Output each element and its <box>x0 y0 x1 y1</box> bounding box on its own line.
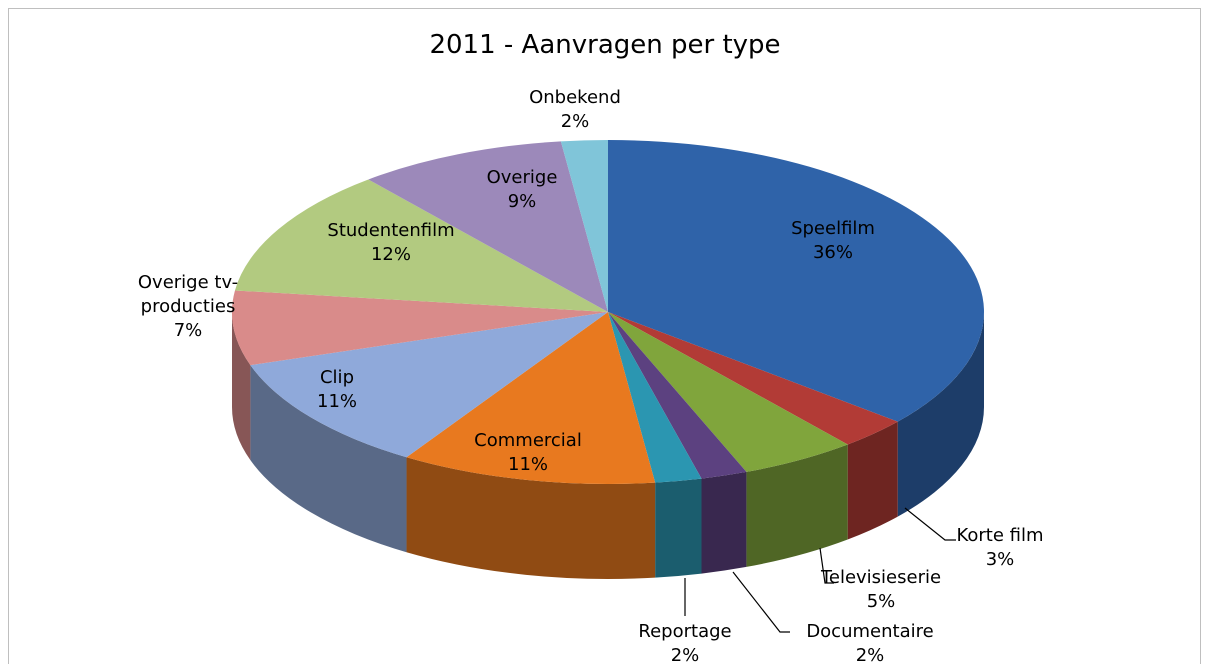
data-label: Onbekend 2% <box>529 86 621 134</box>
category-label: Televisieserie <box>820 567 942 588</box>
leader-line <box>732 571 790 633</box>
slice-side <box>847 421 898 540</box>
data-label: Commercial 11% <box>474 429 582 477</box>
slice <box>250 312 608 458</box>
slice-side <box>232 312 251 461</box>
leader-line <box>819 547 834 584</box>
value-label: 36% <box>812 242 853 263</box>
slice <box>560 140 608 312</box>
data-label: Reportage 2% <box>638 620 731 664</box>
data-label: Speelfilm 36% <box>791 217 875 265</box>
walls <box>232 312 984 580</box>
category-label: Reportage <box>638 621 732 642</box>
slice <box>608 312 848 472</box>
slice-side <box>746 444 848 567</box>
category-label: Commercial <box>474 430 582 451</box>
data-label: Korte film 3% <box>956 524 1043 572</box>
slice <box>232 290 608 366</box>
value-label: 7% <box>173 320 203 341</box>
slice <box>608 312 898 445</box>
category-label: Speelfilm <box>791 218 875 239</box>
category-label: Korte film <box>956 525 1044 546</box>
category-label: Overige <box>486 167 558 188</box>
value-label: 2% <box>560 111 590 132</box>
slice <box>608 312 702 483</box>
slice <box>406 312 656 485</box>
value-label: 9% <box>507 191 537 212</box>
value-label: 3% <box>985 549 1015 570</box>
value-label: 11% <box>316 391 358 412</box>
chart-frame <box>8 8 1201 664</box>
slice <box>368 141 608 312</box>
value-label: 2% <box>670 645 700 664</box>
slice <box>608 140 985 422</box>
value-label: 5% <box>866 591 896 612</box>
data-label: Overige 9% <box>487 166 558 214</box>
slice-side <box>701 471 747 574</box>
leader-lines <box>684 507 956 633</box>
data-label: Overige tv-producties 7% <box>126 271 251 343</box>
data-label: Studentenfilm 12% <box>327 219 454 267</box>
data-label: Documentaire 2% <box>806 620 933 664</box>
value-label: 11% <box>507 454 549 475</box>
category-label: Studentenfilm <box>327 220 455 241</box>
slice-side <box>655 478 702 578</box>
category-label: Clip <box>319 367 354 388</box>
tops <box>232 140 985 485</box>
slice-side <box>406 457 656 580</box>
slice-side <box>250 365 407 553</box>
data-label: Televisieserie 5% <box>821 566 941 614</box>
slice <box>608 312 747 479</box>
chart-title: 2011 - Aanvragen per type <box>429 30 781 60</box>
category-label: Documentaire <box>806 621 934 642</box>
leader-line <box>904 507 956 541</box>
category-label: Onbekend <box>529 87 621 108</box>
value-label: 12% <box>370 244 411 265</box>
category-label: Overige tv-producties <box>137 272 239 317</box>
value-label: 2% <box>855 645 885 664</box>
slice-side <box>897 312 984 517</box>
slice <box>234 179 608 312</box>
data-label: Clip 11% <box>317 366 357 414</box>
